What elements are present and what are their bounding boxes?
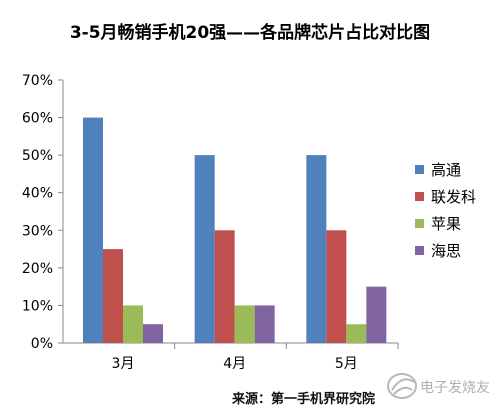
legend-swatch-4 bbox=[415, 246, 424, 255]
bar-1-3 bbox=[123, 305, 143, 343]
y-tick-label: 60% bbox=[22, 111, 53, 127]
y-axis-ticks: 0% 10% 20% 30% 40% 50% 60% 70% bbox=[22, 73, 63, 352]
bar-3-3 bbox=[346, 324, 367, 343]
x-axis-ticks: 3月 4月 5月 bbox=[112, 343, 399, 372]
bar-3-1 bbox=[306, 155, 327, 343]
chart-title: 3-5月畅销手机20强——各品牌芯片占比对比图 bbox=[69, 23, 431, 43]
bar-1-1 bbox=[83, 117, 103, 343]
watermark-logo: 电子发烧友 bbox=[384, 366, 496, 406]
bird-logo-icon bbox=[387, 373, 417, 399]
x-tick-label: 5月 bbox=[335, 356, 358, 372]
y-tick-label: 70% bbox=[22, 73, 53, 89]
source-note: 来源：第一手机界研究院 bbox=[232, 392, 376, 407]
bar-1-2 bbox=[103, 249, 123, 343]
legend-label-4: 海思 bbox=[431, 242, 461, 260]
watermark-text: 电子发烧友 bbox=[420, 380, 490, 396]
legend-swatch-2 bbox=[415, 192, 424, 201]
x-tick-label: 3月 bbox=[112, 356, 135, 372]
legend-swatch-1 bbox=[415, 165, 424, 174]
legend-swatch-3 bbox=[415, 219, 424, 228]
legend-label-2: 联发科 bbox=[431, 188, 476, 206]
y-tick-label: 30% bbox=[22, 223, 53, 239]
y-tick-label: 20% bbox=[22, 261, 53, 277]
bar-3-4 bbox=[366, 286, 387, 343]
y-tick-label: 40% bbox=[22, 186, 53, 202]
bar-2-4 bbox=[254, 305, 275, 343]
bar-2-1 bbox=[194, 155, 215, 343]
bar-2-3 bbox=[234, 305, 255, 343]
y-tick-label: 0% bbox=[31, 336, 53, 352]
x-tick-label: 4月 bbox=[223, 356, 246, 372]
legend-label-3: 苹果 bbox=[431, 215, 461, 233]
bar-1-4 bbox=[143, 324, 163, 343]
bar-3-2 bbox=[326, 230, 347, 343]
bar-2-2 bbox=[214, 230, 235, 343]
y-tick-label: 50% bbox=[22, 148, 53, 164]
y-tick-label: 10% bbox=[22, 298, 53, 314]
legend-label-1: 高通 bbox=[431, 161, 461, 179]
bars bbox=[83, 117, 387, 343]
